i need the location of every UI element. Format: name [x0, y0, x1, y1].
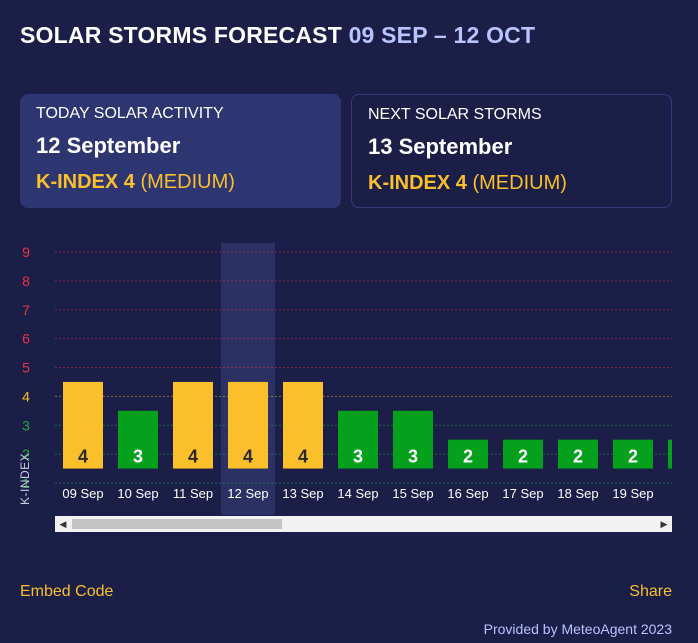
x-tick-label: 09 Sep: [62, 486, 103, 501]
bar-value-label: 2: [463, 447, 473, 467]
scroll-left-icon[interactable]: ◀: [59, 519, 67, 529]
bar: [503, 439, 543, 469]
bar-value-label: 3: [133, 447, 143, 467]
next-kindex-level: (MEDIUM): [472, 172, 567, 194]
bar-value-label: 4: [243, 447, 253, 467]
y-tick-label: 8: [22, 273, 30, 289]
bar-value-label: 2: [628, 447, 638, 467]
bar-value-label: 2: [683, 447, 693, 467]
bar: [613, 439, 653, 469]
bar: [338, 410, 378, 469]
title-text: SOLAR STORMS FORECAST: [20, 22, 342, 48]
embed-code-link[interactable]: Embed Code: [20, 583, 114, 600]
x-tick-label: 14 Sep: [337, 486, 378, 501]
page-title: SOLAR STORMS FORECAST 09 SEP – 12 OCT: [20, 22, 535, 49]
next-card-kindex: K-INDEX 4 (MEDIUM): [368, 172, 655, 195]
bar: [668, 439, 672, 469]
bars-group: 4 09 Sep 3 10 Sep 4 11 Sep 4 12 Sep 4 13 Sep 3 14 S…: [62, 381, 693, 501]
y-tick-label: 1: [22, 475, 30, 491]
bar: [228, 381, 268, 469]
share-link[interactable]: Share: [629, 583, 672, 600]
x-tick-label: 18 Sep: [557, 486, 598, 501]
y-axis-label: K-INDEX: [18, 452, 32, 505]
bar-value-label: 2: [518, 447, 528, 467]
today-kindex-level: (MEDIUM): [140, 171, 235, 193]
bar-value-label: 4: [188, 447, 198, 467]
bar-value-label: 4: [298, 447, 308, 467]
next-card-date: 13 September: [368, 134, 513, 159]
x-tick-label: 17 Sep: [502, 486, 543, 501]
highlight-column: [221, 243, 275, 515]
scroll-thumb[interactable]: [72, 519, 282, 529]
chart-scrollbar[interactable]: ◀ ▶: [55, 516, 672, 532]
bar: [558, 439, 598, 469]
kindex-chart: 1 2 3 4 5 6 7 8 9 4 09 Sep 3 10 Sep 4 11 Sep 4 12 Sep 4 13…: [0, 235, 698, 555]
next-storms-card: NEXT SOLAR STORMS 13 September K-INDEX 4…: [351, 94, 672, 208]
bar-value-label: 3: [353, 447, 363, 467]
bar: [118, 410, 158, 469]
x-tick-label: 12 Sep: [227, 486, 268, 501]
bar-value-label: 4: [78, 447, 88, 467]
bar: [393, 410, 433, 469]
y-tick-label: 9: [22, 244, 30, 260]
y-tick-label: 6: [22, 331, 30, 347]
today-card-kindex: K-INDEX 4 (MEDIUM): [36, 171, 325, 194]
bar: [283, 381, 323, 469]
x-tick-label: 16 Sep: [447, 486, 488, 501]
y-tick-label: 4: [22, 388, 30, 404]
y-tick-label: 5: [22, 360, 30, 376]
bar: [173, 381, 213, 469]
x-tick-label: 2: [684, 486, 691, 501]
y-tick-label: 7: [22, 302, 30, 318]
next-card-label: NEXT SOLAR STORMS: [368, 106, 542, 123]
today-kindex-value: K-INDEX 4: [36, 171, 135, 193]
x-tick-label: 15 Sep: [392, 486, 433, 501]
bar: [63, 381, 103, 469]
y-tick-label: 2: [22, 446, 30, 462]
bar-value-label: 2: [573, 447, 583, 467]
x-tick-label: 13 Sep: [282, 486, 323, 501]
y-tick-label: 3: [22, 417, 30, 433]
x-tick-label: 19 Sep: [612, 486, 653, 501]
today-activity-card: TODAY SOLAR ACTIVITY 12 September K-INDE…: [20, 94, 341, 208]
next-kindex-value: K-INDEX 4: [368, 172, 467, 194]
provided-by-text: Provided by MeteoAgent 2023: [483, 621, 672, 637]
date-range: 09 SEP – 12 OCT: [348, 22, 536, 48]
x-tick-label: 11 Sep: [173, 486, 213, 501]
today-card-date: 12 September: [36, 133, 181, 158]
today-card-label: TODAY SOLAR ACTIVITY: [36, 105, 224, 122]
bar: [448, 439, 488, 469]
scroll-right-icon[interactable]: ▶: [660, 519, 668, 529]
kindex-chart-svg: 1 2 3 4 5 6 7 8 9 4 09 Sep 3 10 Sep 4 11 Sep 4 12 Sep 4 13…: [22, 243, 693, 515]
bar-value-label: 3: [408, 447, 418, 467]
x-tick-label: 10 Sep: [117, 486, 158, 501]
